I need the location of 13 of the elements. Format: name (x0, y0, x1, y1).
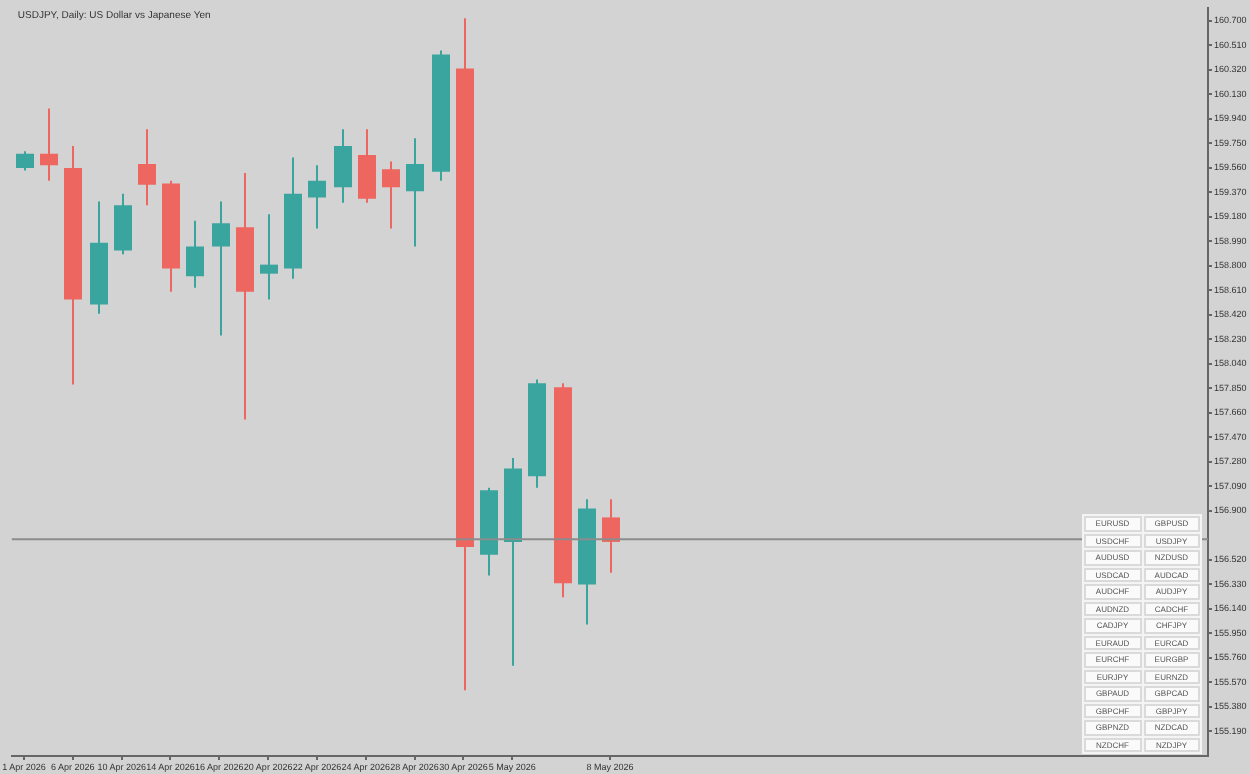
candlestick (16, 150, 34, 172)
candlestick (114, 192, 132, 256)
candlestick (406, 137, 424, 248)
candlestick (260, 213, 278, 301)
candlestick (602, 498, 620, 574)
candlestick (186, 219, 204, 289)
candlestick (358, 128, 376, 204)
candlestick (382, 160, 400, 230)
candlestick (334, 128, 352, 204)
candlestick (308, 164, 326, 230)
candlestick (138, 128, 156, 207)
candlestick (212, 200, 230, 337)
candlestick (40, 107, 58, 182)
